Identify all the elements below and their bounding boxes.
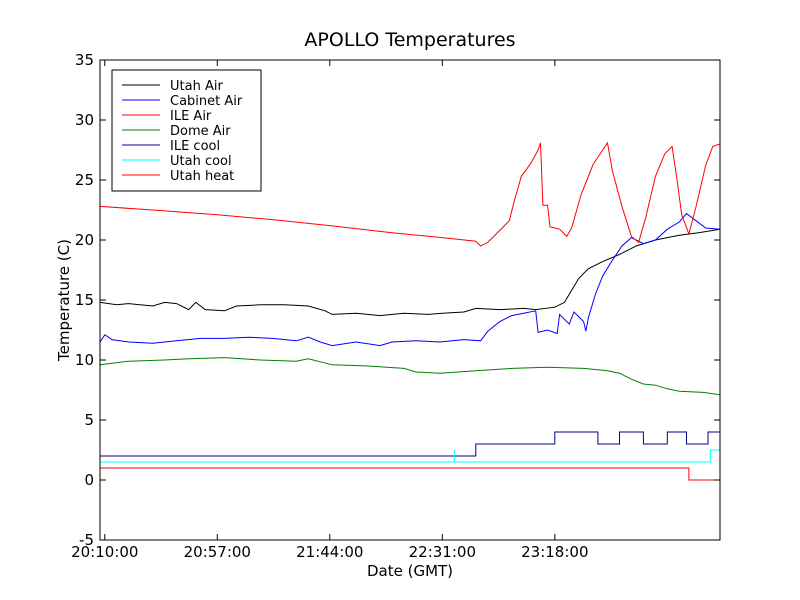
y-tick-label: 10 [75, 351, 94, 369]
legend-label-utah-cool: Utah cool [170, 154, 232, 169]
x-tick-label: 20:57:00 [184, 543, 251, 561]
x-tick-label: 22:31:00 [409, 543, 476, 561]
legend-label-dome-air: Dome Air [170, 124, 231, 139]
series-layer [100, 141, 720, 481]
y-tick-label: 25 [75, 171, 94, 189]
legend-label-utah-air: Utah Air [170, 79, 223, 94]
x-axis-label: Date (GMT) [367, 562, 453, 580]
series-line-utah-air [100, 228, 720, 317]
series-line-utah-heat [100, 467, 720, 481]
ticks-layer: -5 0 5 10 15 20 25 30 35 20:10:00 20:57:00 21:44:00… [71, 51, 720, 561]
y-tick-label: 0 [84, 471, 94, 489]
x-tick-label: 21:44:00 [296, 543, 363, 561]
series-line-utah-cool [100, 449, 720, 463]
legend-label-ile-air: ILE Air [170, 109, 212, 124]
x-tick-label: 20:10:00 [71, 543, 138, 561]
y-tick-label: 30 [75, 111, 94, 129]
series-line-dome-air [100, 357, 720, 396]
series-line-ile-cool [100, 431, 720, 457]
y-tick-label: 5 [84, 411, 94, 429]
legend-label-utah-heat: Utah heat [170, 169, 234, 184]
y-tick-label: 15 [75, 291, 94, 309]
chart-title: APOLLO Temperatures [304, 29, 515, 51]
y-tick-label: 20 [75, 231, 94, 249]
legend-label-ile-cool: ILE cool [170, 139, 220, 154]
legend-label-cabinet-air: Cabinet Air [170, 94, 243, 109]
y-tick-label: -5 [79, 531, 94, 549]
y-tick-label: 35 [75, 51, 94, 69]
series-line-cabinet-air [100, 212, 720, 347]
x-tick-label: 23:18:00 [521, 543, 588, 561]
y-axis-label: Temperature (C) [55, 239, 73, 362]
series-line-ile-air [100, 141, 720, 247]
